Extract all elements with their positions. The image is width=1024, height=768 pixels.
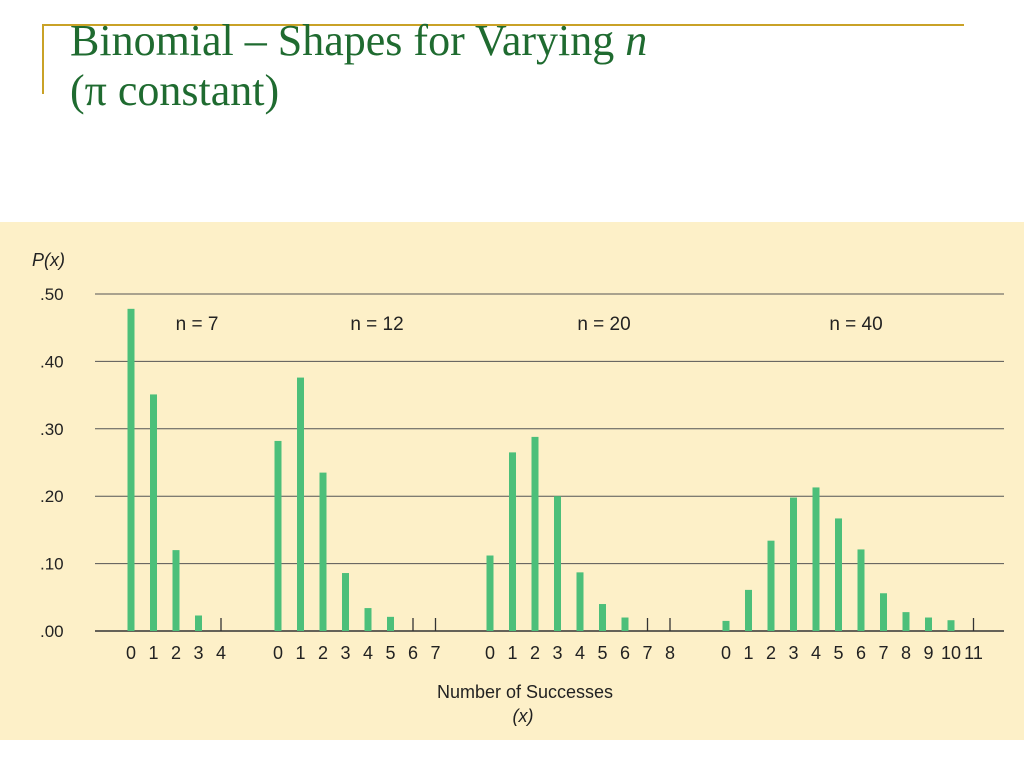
x-tick-label: 0: [485, 643, 495, 663]
bar: [812, 487, 820, 631]
y-tick-label: .40: [40, 352, 64, 371]
x-tick-label: 1: [148, 643, 158, 663]
bar: [195, 615, 202, 631]
y-tick-label: .20: [40, 487, 64, 506]
bar: [925, 617, 932, 631]
title-accent-rule-top: [42, 24, 964, 26]
bar: [902, 612, 910, 631]
x-tick-label: 2: [530, 643, 540, 663]
x-tick-label: 0: [273, 643, 283, 663]
bar: [127, 308, 135, 631]
bar: [172, 550, 180, 631]
x-tick-label: 4: [363, 643, 373, 663]
x-tick-label: 3: [552, 643, 562, 663]
bar: [767, 540, 775, 631]
slide-title-line-1: Binomial – Shapes for Varying n: [70, 16, 647, 66]
series-label: n = 40: [829, 314, 882, 335]
slide-title-variable: n: [625, 16, 648, 65]
bar: [790, 497, 797, 631]
x-tick-label: 3: [193, 643, 203, 663]
bar: [722, 620, 730, 631]
bar: [880, 593, 887, 631]
bar: [576, 572, 584, 631]
title-accent-rule-left: [42, 24, 44, 94]
bar: [835, 518, 842, 631]
slide-title-line-2: (π constant): [70, 66, 280, 115]
bar: [857, 549, 865, 631]
x-tick-label: 5: [385, 643, 395, 663]
bar: [364, 608, 372, 631]
bar: [387, 616, 394, 631]
bar: [531, 436, 539, 631]
x-tick-label: 1: [743, 643, 753, 663]
y-tick-label: .00: [40, 622, 64, 641]
y-tick-label: .10: [40, 555, 64, 574]
slide-title: Binomial – Shapes for Varying n (π const…: [70, 16, 647, 116]
x-tick-label: 2: [171, 643, 181, 663]
bar: [274, 440, 282, 631]
series-label: n = 12: [350, 314, 403, 335]
x-tick-label: 9: [923, 643, 933, 663]
bar: [509, 452, 516, 631]
x-tick-label: 7: [430, 643, 440, 663]
x-tick-label: 2: [766, 643, 776, 663]
x-tick-label: 8: [901, 643, 911, 663]
x-tick-label: 11: [964, 643, 983, 663]
x-tick-label: 7: [878, 643, 888, 663]
x-tick-label: 6: [408, 643, 418, 663]
x-tick-label: 8: [665, 643, 675, 663]
x-axis-sublabel: (x): [513, 706, 534, 726]
x-tick-label: 6: [620, 643, 630, 663]
bar: [486, 555, 494, 631]
x-tick-label: 10: [941, 643, 961, 663]
bar: [150, 394, 157, 631]
y-tick-label: .50: [40, 285, 64, 304]
x-tick-label: 1: [507, 643, 517, 663]
x-tick-label: 0: [126, 643, 136, 663]
series-label: n = 7: [176, 314, 219, 335]
slide-title-main: Binomial – Shapes for Varying: [70, 16, 626, 65]
x-tick-label: 6: [856, 643, 866, 663]
x-tick-label: 4: [216, 643, 226, 663]
bar: [599, 604, 606, 631]
y-axis-label: P(x): [32, 250, 65, 270]
x-tick-label: 0: [721, 643, 731, 663]
bar: [319, 472, 327, 631]
y-tick-label: .30: [40, 420, 64, 439]
bar: [621, 617, 629, 631]
x-tick-label: 2: [318, 643, 328, 663]
x-tick-label: 5: [833, 643, 843, 663]
bar: [554, 496, 561, 631]
x-tick-label: 1: [295, 643, 305, 663]
x-tick-label: 3: [340, 643, 350, 663]
bar: [342, 573, 349, 631]
x-tick-label: 4: [575, 643, 585, 663]
x-tick-label: 4: [811, 643, 821, 663]
x-tick-label: 5: [597, 643, 607, 663]
x-tick-label: 3: [788, 643, 798, 663]
bar: [297, 377, 304, 631]
binomial-bar-chart: .00.10.20.30.40.50P(x)n = 70 1 2 3 4n = 120 1…: [32, 250, 1004, 726]
bar: [947, 620, 955, 631]
series-label: n = 20: [577, 314, 630, 335]
bar: [745, 589, 752, 631]
x-tick-label: 7: [642, 643, 652, 663]
x-axis-label: Number of Successes: [437, 682, 613, 702]
